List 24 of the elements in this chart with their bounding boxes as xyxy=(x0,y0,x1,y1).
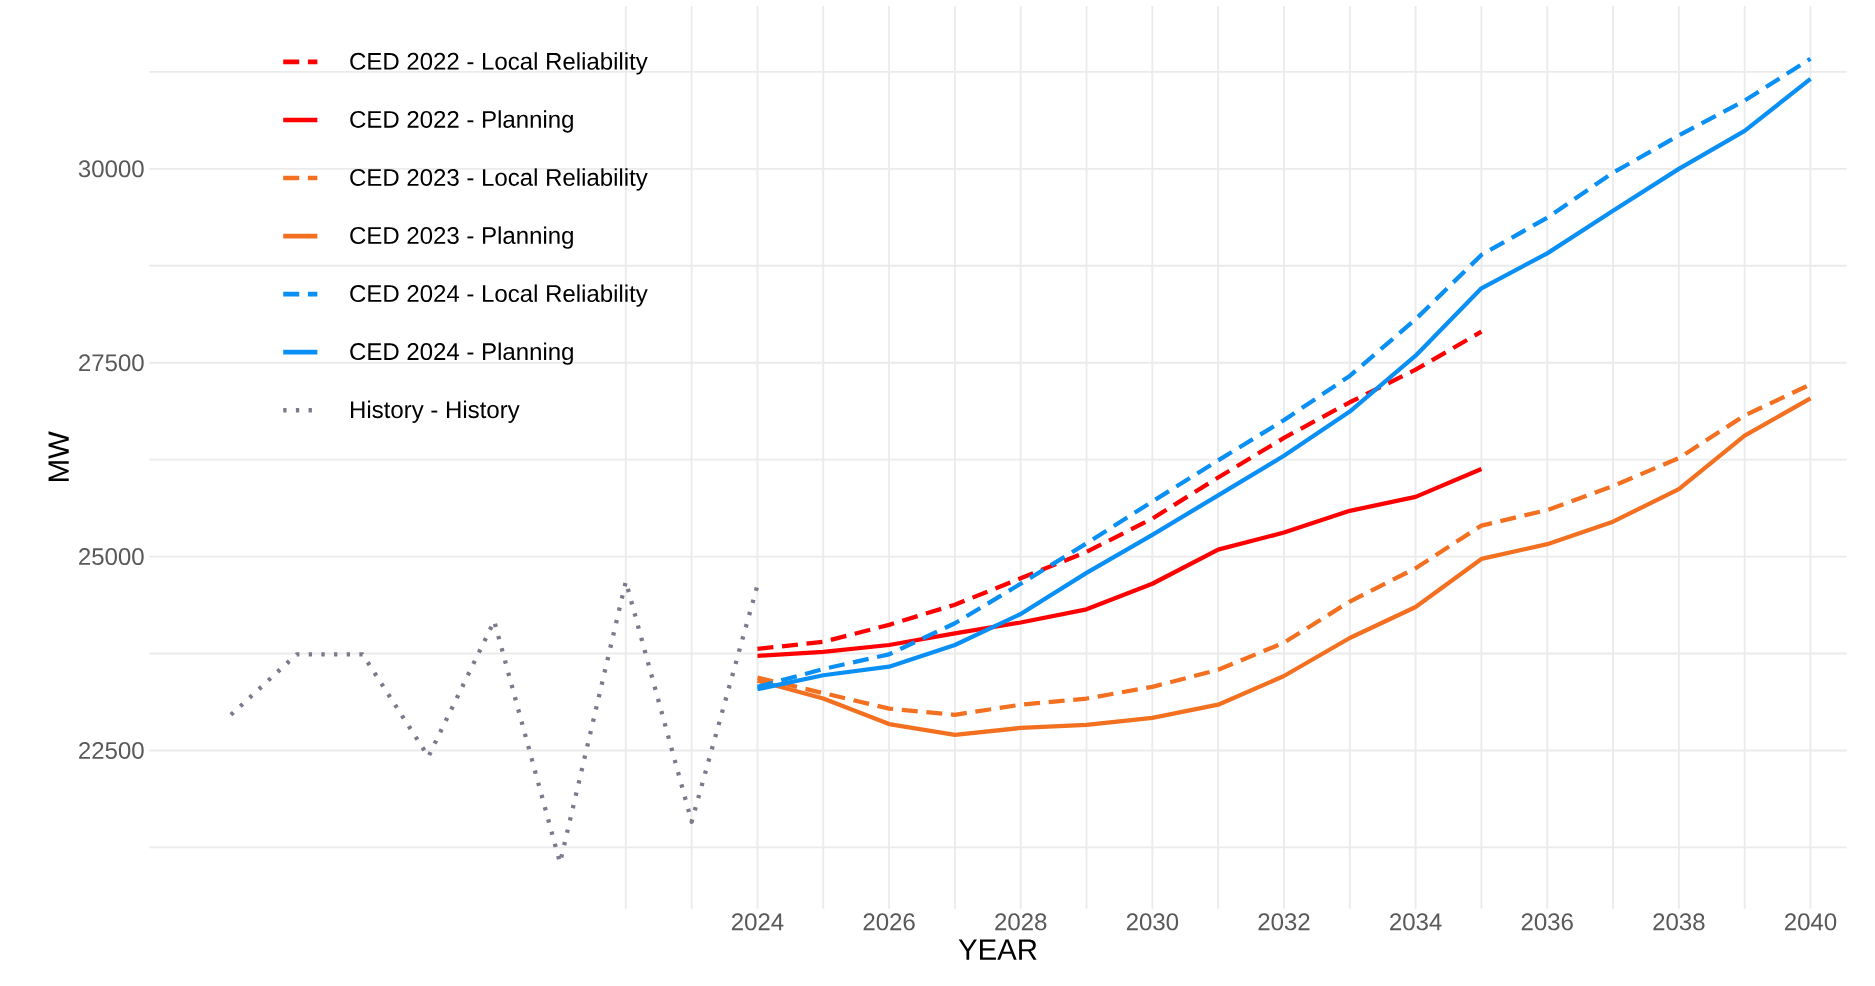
x-tick-label: 2040 xyxy=(1785,913,1837,931)
x-tick-label: 2028 xyxy=(995,913,1047,931)
x-axis-title: YEAR xyxy=(958,939,1037,960)
legend-label: History - History xyxy=(351,400,520,423)
legend-label: CED 2022 - Planning xyxy=(350,110,573,133)
legend-label: CED 2024 - Planning xyxy=(350,342,573,365)
y-tick-label: 25000 xyxy=(79,548,144,566)
y-tick-label: 27500 xyxy=(79,354,144,372)
x-tick-label: 2024 xyxy=(731,913,784,931)
line-series xyxy=(755,466,1484,658)
x-tick-label: 2038 xyxy=(1653,913,1705,931)
legend-label: CED 2023 - Local Reliability xyxy=(350,168,648,191)
x-tick-label: 2034 xyxy=(1390,913,1442,931)
legend-label: CED 2024 - Local Reliability xyxy=(350,284,648,307)
legend-label: CED 2023 - Planning xyxy=(350,226,573,249)
y-tick-label: 30000 xyxy=(78,160,144,178)
y-tick-label: 22500 xyxy=(79,741,144,759)
x-tick-label: 2026 xyxy=(863,913,915,931)
x-tick-label: 2032 xyxy=(1258,913,1310,931)
x-tick-label: 2036 xyxy=(1521,913,1573,931)
x-tick-label: 2030 xyxy=(1126,913,1179,931)
line-series xyxy=(755,329,1484,652)
y-axis-title: MW xyxy=(48,431,69,481)
legend-label: CED 2022 - Local Reliability xyxy=(350,52,648,75)
